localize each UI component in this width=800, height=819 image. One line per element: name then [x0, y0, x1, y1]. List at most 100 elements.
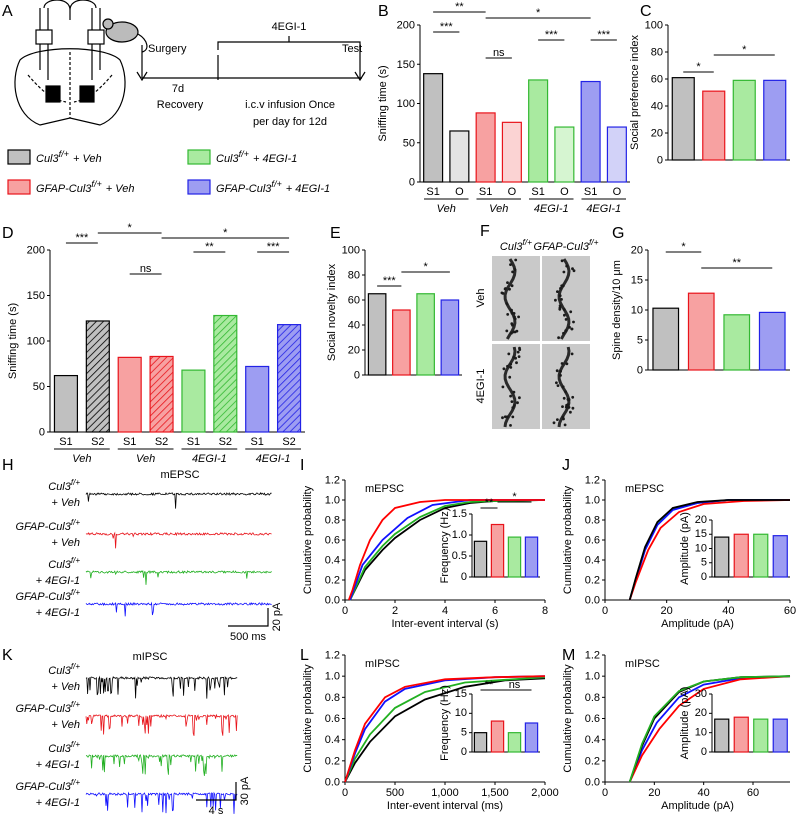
dendrite [557, 258, 571, 340]
y-tick-label: 0 [461, 571, 467, 583]
spine [517, 315, 520, 319]
spine [504, 287, 507, 290]
y-tick-label: 100 [645, 20, 663, 32]
ventricle [79, 85, 95, 103]
y-tick-label: 15 [455, 688, 467, 700]
cannula-cap [35, 29, 53, 45]
bar [763, 79, 787, 161]
x-tick-label: O [508, 186, 517, 198]
y-tick-label: 20 [348, 345, 360, 357]
legend-swatch [187, 179, 211, 195]
label: 7d [172, 83, 184, 95]
y-tick-label: 0 [39, 427, 45, 439]
y-tick-label: 1.0 [325, 671, 340, 683]
trace-label: Cul3f/+ [48, 478, 80, 493]
x-tick-label: 6 [492, 605, 498, 617]
gene: Cul3 [48, 743, 72, 755]
treatment: + Veh [106, 183, 135, 195]
spine [512, 404, 516, 408]
bar [714, 536, 730, 578]
spine [517, 355, 521, 358]
x-tick-label: 4 [442, 605, 448, 617]
y-tick-label: 80 [651, 47, 663, 59]
significance-label: * [128, 222, 133, 234]
spine [511, 270, 514, 274]
y-axis-label: Frequency (Hz) [439, 685, 451, 761]
trace-label: Cul3f/+ [48, 662, 80, 677]
y-axis-label: Cumulative probability [302, 485, 314, 594]
y-axis-label: Amplitude (pA) [679, 512, 691, 585]
spine [556, 290, 559, 293]
x-tick-label: O [613, 186, 622, 198]
y-tick-label: 80 [348, 270, 360, 282]
micrograph [492, 344, 540, 429]
spine [511, 415, 515, 419]
allele: f/+ [71, 556, 80, 565]
y-tick-label: 0.6 [585, 713, 600, 725]
x-tick-label: S1 [250, 436, 263, 448]
y-tick-label: 0 [657, 155, 663, 167]
gene: Cul3 [500, 241, 524, 253]
y-tick-label: 0.8 [325, 692, 340, 704]
spine [518, 396, 521, 400]
y-tick-label: 0.2 [585, 755, 600, 767]
trace-label: GFAP-Cul3f/+ [15, 518, 80, 533]
y-tick-label: 1.0 [585, 495, 600, 507]
significance-label: *** [267, 241, 281, 253]
x-tick-label: 60 [784, 605, 796, 617]
y-axis-label: Social novelty index [326, 263, 338, 361]
significance-label: *** [545, 29, 559, 41]
y-axis-label: Sniffing time (s) [377, 65, 389, 141]
trace-title: mIPSC [133, 651, 168, 663]
y-tick-label: 0.0 [325, 595, 340, 607]
spine [513, 317, 517, 321]
x-tick-label: O [455, 186, 464, 198]
spine [510, 331, 513, 335]
bar [416, 293, 435, 376]
cdf-line [628, 675, 791, 783]
panel-letter: I [300, 457, 304, 474]
spine [565, 264, 569, 268]
cdf-line [349, 499, 546, 601]
y-axis-label: Cumulative probability [562, 485, 574, 594]
bar [732, 79, 756, 161]
y-axis-label: Sniffing time (s) [7, 303, 19, 379]
spine [511, 406, 515, 410]
trace-label: GFAP-Cul3f/+ [15, 778, 80, 793]
mouse [105, 21, 139, 43]
spine [518, 348, 522, 351]
x-tick-label: 0 [602, 787, 608, 799]
spine [509, 263, 512, 266]
spine [571, 406, 575, 410]
spine [562, 270, 566, 274]
spine [555, 381, 558, 385]
y-tick-label: 20 [651, 128, 663, 140]
y-tick-label: 0 [637, 365, 643, 377]
chart-title: mIPSC [625, 658, 660, 670]
spine [509, 394, 512, 398]
x-tick-label: 2,000 [531, 787, 559, 799]
trace [85, 753, 238, 776]
x-tick-label: 0 [342, 605, 348, 617]
genotype-label: GFAP-Cul3f/+ [534, 237, 599, 253]
y-tick-label: 1.2 [325, 475, 340, 487]
spine [562, 331, 565, 335]
spine [570, 352, 574, 356]
bar [473, 732, 488, 753]
trace [85, 791, 238, 814]
spine [510, 311, 514, 315]
bar [440, 299, 460, 376]
gene: Cul3 [216, 153, 240, 165]
scale-amp: 30 pA [239, 776, 251, 805]
x-tick-label: 8 [542, 605, 548, 617]
bar [753, 533, 769, 578]
trace [85, 531, 272, 549]
significance-label: ** [732, 257, 741, 269]
spine [558, 304, 562, 308]
significance-label: * [536, 7, 541, 19]
y-tick-label: 0.2 [325, 755, 340, 767]
significance-label: ** [455, 1, 464, 13]
trace-label: + Veh [51, 719, 80, 731]
label: per day for 12d [253, 116, 327, 128]
